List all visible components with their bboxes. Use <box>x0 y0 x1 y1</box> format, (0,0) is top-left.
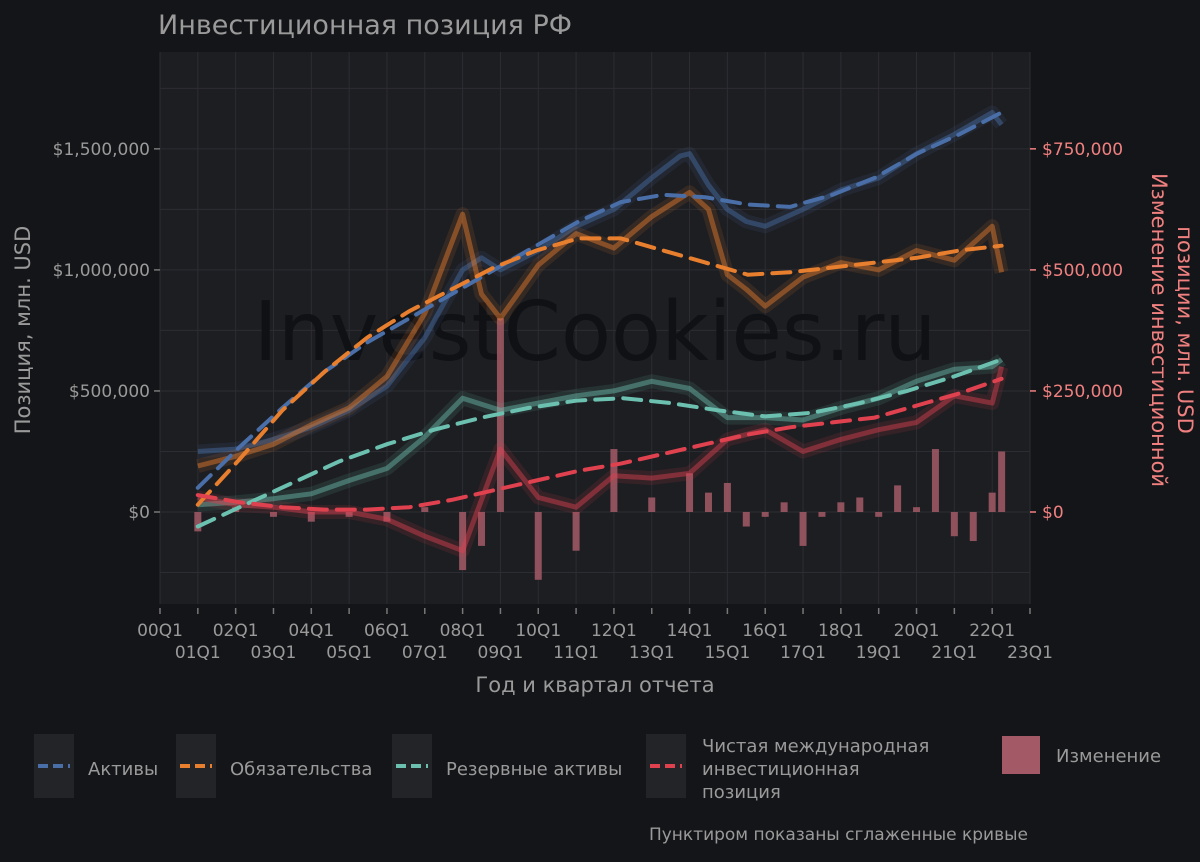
y-left-tick-label: $1,000,000 <box>53 261 150 281</box>
change-bar <box>913 507 921 512</box>
x-tick-label: 06Q1 <box>364 621 410 641</box>
y-axis-left-label: Позиция, млн. USD <box>11 226 35 435</box>
change-bar <box>988 492 996 512</box>
change-bar <box>856 497 864 512</box>
y-axis-right-label-line1: Изменение инвестиционной <box>1147 173 1171 487</box>
change-bar <box>799 512 807 546</box>
change-bar <box>761 512 769 517</box>
x-tick-label: 09Q1 <box>478 643 524 663</box>
series-line <box>197 366 1005 554</box>
x-tick-label: 01Q1 <box>175 643 221 663</box>
series-smoothed-line <box>195 110 1004 490</box>
x-tick-label: 17Q1 <box>780 643 826 663</box>
watermark: InvestCookies.ru <box>254 285 937 380</box>
smoothing-note: Пунктиром показаны сглаженные кривые <box>649 825 1028 845</box>
x-tick-label: 00Q1 <box>137 621 183 641</box>
x-tick-label: 10Q1 <box>515 621 561 641</box>
y-right-tick-label: $500,000 <box>1042 261 1123 281</box>
change-bar <box>459 512 467 571</box>
x-axis-label: Год и квартал отчета <box>475 673 714 697</box>
legend-key-bar <box>1002 736 1040 774</box>
legend-label: Резервные активы <box>446 759 622 780</box>
legend-label: Обязательства <box>230 759 372 780</box>
change-bar <box>345 512 353 517</box>
x-tick-label: 07Q1 <box>402 643 448 663</box>
change-bar <box>269 512 277 517</box>
change-bar <box>478 512 486 546</box>
change-bar <box>723 482 731 512</box>
axes: $0 $500,000 $1,000,000 $1,500,000 $0 $250,000… <box>53 140 1123 663</box>
y-right-tick-label: $750,000 <box>1042 140 1123 160</box>
x-tick-label: 05Q1 <box>326 643 372 663</box>
chart-title: Инвестиционная позиция РФ <box>158 10 572 41</box>
change-bar <box>686 473 694 512</box>
legend-label-line: позиция <box>702 782 781 803</box>
x-tick-label: 03Q1 <box>251 643 297 663</box>
y-axis-right-label-line2: позиции, млн. USD <box>1173 226 1197 434</box>
series-line <box>197 189 1005 469</box>
y-left-tick-label: $1,500,000 <box>53 140 150 160</box>
change-bar <box>998 451 1006 512</box>
change-bar <box>818 512 826 517</box>
x-tick-label: 23Q1 <box>1007 643 1053 663</box>
legend-label: Изменение <box>1056 746 1161 767</box>
x-tick-label: 14Q1 <box>667 621 713 641</box>
change-bar <box>648 497 656 512</box>
x-tick-label: 11Q1 <box>553 643 599 663</box>
x-tick-label: 20Q1 <box>894 621 940 641</box>
change-bar <box>742 512 750 527</box>
x-tick-label: 19Q1 <box>856 643 902 663</box>
change-bar <box>837 502 845 512</box>
change-bar <box>383 512 391 522</box>
x-tick-label: 02Q1 <box>213 621 259 641</box>
y-right-tick-label: $250,000 <box>1042 382 1123 402</box>
change-bar <box>931 449 939 512</box>
change-bar <box>704 492 712 512</box>
change-bar <box>572 512 580 551</box>
change-bar <box>307 512 315 522</box>
series-smoothed-line <box>195 357 1004 529</box>
legend-label-line: инвестиционная <box>702 759 860 780</box>
series-smoothed-line <box>195 236 1004 507</box>
x-tick-label: 08Q1 <box>440 621 486 641</box>
y-axis-right-label: Изменение инвестиционной позиции, млн. U… <box>1147 173 1197 487</box>
legend-label-line: Чистая международная <box>702 736 929 757</box>
x-tick-label: 16Q1 <box>742 621 788 641</box>
change-bar <box>780 502 788 512</box>
change-bar <box>875 512 883 517</box>
x-tick-label: 15Q1 <box>704 643 750 663</box>
series-line <box>197 357 1004 508</box>
x-tick-label: 13Q1 <box>629 643 675 663</box>
y-right-tick-label: $0 <box>1042 503 1064 523</box>
series-glow <box>196 185 1009 473</box>
change-bar <box>610 449 618 512</box>
change-bar <box>950 512 958 537</box>
change-bar <box>421 507 429 512</box>
change-bar <box>894 485 902 512</box>
x-tick-label: 21Q1 <box>931 643 977 663</box>
series-smoothed-line <box>195 376 1004 512</box>
x-tick-label: 18Q1 <box>818 621 864 641</box>
y-left-tick-label: $500,000 <box>69 382 150 402</box>
x-tick-label: 22Q1 <box>969 621 1015 641</box>
series-glow <box>196 364 1009 558</box>
y-left-tick-label: $0 <box>128 503 150 523</box>
change-bar <box>534 512 542 580</box>
x-tick-label: 04Q1 <box>288 621 334 641</box>
change-bar <box>969 512 977 542</box>
series-lines <box>195 105 1009 558</box>
x-tick-label: 12Q1 <box>591 621 637 641</box>
series-glow <box>197 353 1006 512</box>
change-bar <box>194 512 202 532</box>
legend-label: Активы <box>88 759 158 780</box>
legend: Активы Обязательства Резервные активы Чиста… <box>34 734 1161 803</box>
